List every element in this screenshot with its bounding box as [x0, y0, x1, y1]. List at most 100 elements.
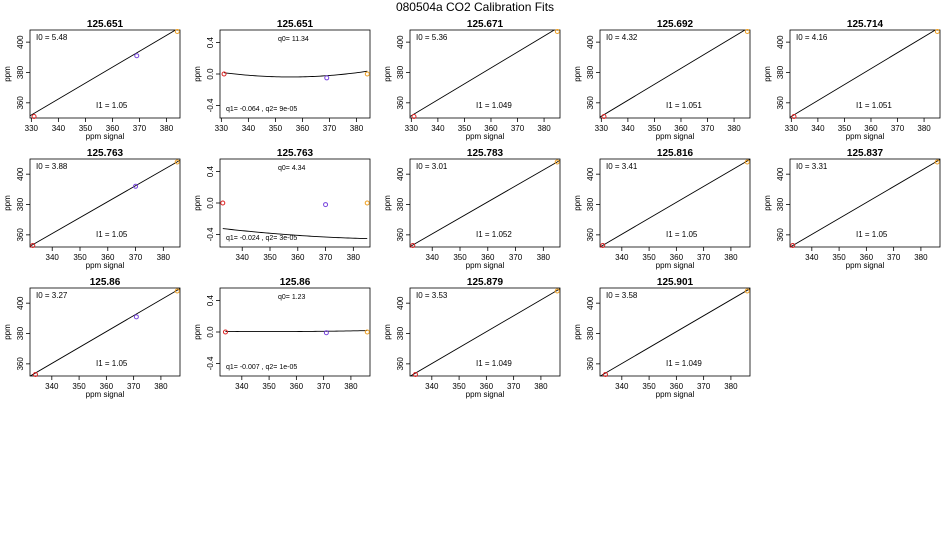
y-tick-label: 380 — [586, 326, 595, 340]
x-tick-label: 370 — [887, 253, 901, 262]
intercept-annotation: I0 = 3.31 — [796, 162, 828, 171]
plot-frame — [29, 287, 181, 377]
y-axis-label: ppm — [383, 195, 392, 211]
x-tick-label: 340 — [236, 253, 250, 262]
x-tick-label: 370 — [127, 382, 141, 391]
y-tick-label: 380 — [396, 197, 405, 211]
x-tick-label: 380 — [914, 253, 928, 262]
plot-frame — [409, 29, 561, 119]
panel-title: 125.901 — [657, 277, 694, 288]
data-point-high — [744, 159, 750, 165]
q0-annotation: q0= 11.34 — [278, 36, 309, 43]
slope-annotation: I1 = 1.05 — [856, 230, 888, 239]
x-tick-label: 380 — [537, 124, 551, 133]
y-tick-label: 380 — [776, 197, 785, 211]
x-axis-label: ppm signal — [86, 132, 125, 141]
fit-curve — [222, 228, 368, 240]
fit-line — [600, 159, 750, 247]
x-tick-label: 360 — [670, 253, 684, 262]
x-tick-label: 360 — [674, 124, 688, 133]
y-tick-label: 360 — [776, 96, 785, 110]
x-tick-label: 360 — [864, 124, 878, 133]
y-tick-label: 0.4 — [206, 294, 215, 306]
x-tick-label: 340 — [811, 124, 825, 133]
x-axis-label: ppm signal — [656, 132, 695, 141]
x-tick-label: 380 — [917, 124, 931, 133]
fit-line — [410, 288, 560, 376]
fit-line — [30, 159, 180, 247]
slope-annotation: I1 = 1.05 — [96, 230, 128, 239]
y-tick-label: 360 — [396, 96, 405, 110]
y-tick-label: 400 — [16, 296, 25, 310]
x-tick-label: 350 — [832, 253, 846, 262]
x-tick-label: 380 — [157, 253, 171, 262]
y-axis-label: ppm — [3, 324, 12, 340]
x-tick-label: 350 — [79, 124, 93, 133]
chart-panel-14: 125.901 340 350 360 370 380 360 380 400 ppm signa… — [573, 277, 751, 399]
data-point-high — [364, 329, 370, 335]
x-axis-label: ppm signal — [86, 261, 125, 270]
x-tick-label: 380 — [160, 124, 174, 133]
x-tick-label: 350 — [262, 382, 276, 391]
x-tick-label: 340 — [621, 124, 635, 133]
fit-line — [30, 30, 177, 117]
chart-panel-2: 125.651 330 340 350 360 370 380 -0.4 0.0 0.4 ppm q0… — [193, 19, 371, 133]
x-tick-label: 370 — [701, 124, 715, 133]
x-axis-label: ppm signal — [466, 132, 505, 141]
x-axis-label: ppm signal — [466, 261, 505, 270]
y-tick-label: 400 — [396, 296, 405, 310]
x-tick-label: 380 — [724, 253, 738, 262]
data-point-low — [220, 200, 226, 206]
x-tick-label: 380 — [344, 382, 358, 391]
chart-panel-9: 125.816 340 350 360 370 380 360 380 400 ppm signa… — [573, 148, 751, 270]
fit-line — [600, 288, 750, 376]
panel-title: 125.651 — [87, 19, 124, 30]
slope-annotation: I1 = 1.049 — [476, 101, 512, 110]
x-tick-label: 380 — [537, 253, 551, 262]
x-tick-label: 360 — [101, 253, 115, 262]
page-title: 080504a CO2 Calibration Fits — [396, 0, 554, 14]
x-tick-label: 350 — [73, 253, 87, 262]
y-axis-label: ppm — [383, 66, 392, 82]
data-point-low — [221, 71, 227, 77]
data-point-low — [30, 242, 36, 248]
chart-panel-10: 125.837 340 350 360 370 380 360 380 400 ppm signa… — [763, 148, 941, 270]
intercept-annotation: I0 = 5.48 — [36, 33, 68, 42]
y-tick-label: 400 — [776, 35, 785, 49]
x-tick-label: 360 — [291, 253, 305, 262]
x-tick-label: 350 — [72, 382, 86, 391]
x-tick-label: 330 — [25, 124, 39, 133]
fit-line — [600, 30, 746, 118]
x-tick-label: 370 — [507, 382, 521, 391]
chart-panel-11: 125.86 340 350 360 370 380 360 380 400 ppm signal… — [3, 277, 181, 399]
fit-line — [30, 288, 180, 376]
y-tick-label: 380 — [16, 197, 25, 211]
y-tick-label: 360 — [586, 96, 595, 110]
plot-frame — [789, 29, 941, 119]
x-tick-label: 340 — [426, 253, 440, 262]
panel-title: 125.783 — [467, 148, 504, 159]
y-tick-label: 360 — [586, 228, 595, 242]
data-point-high — [174, 159, 180, 165]
y-tick-label: 360 — [16, 96, 25, 110]
panel-title: 125.763 — [87, 148, 124, 159]
x-tick-label: 360 — [106, 124, 120, 133]
x-tick-label: 380 — [154, 382, 168, 391]
panel-title: 125.651 — [277, 19, 314, 30]
y-tick-label: 360 — [586, 357, 595, 371]
chart-panel-7: 125.763 340 350 360 370 380 -0.4 0.0 0.4 ppm q0= 4… — [193, 148, 371, 262]
panel-title: 125.86 — [280, 277, 311, 288]
y-axis-label: ppm — [573, 195, 582, 211]
data-point-high — [934, 159, 940, 165]
data-point-low — [412, 371, 418, 377]
x-tick-label: 350 — [648, 124, 662, 133]
chart-panel-6: 125.763 340 350 360 370 380 360 380 400 ppm signa… — [3, 148, 181, 270]
y-tick-label: -0.4 — [206, 356, 215, 370]
y-tick-label: 360 — [776, 228, 785, 242]
y-axis-label: ppm — [3, 66, 12, 82]
x-tick-label: 370 — [697, 253, 711, 262]
data-point-low — [222, 329, 228, 335]
q0-annotation: q0= 1.23 — [278, 294, 306, 301]
intercept-annotation: I0 = 3.88 — [36, 162, 68, 171]
